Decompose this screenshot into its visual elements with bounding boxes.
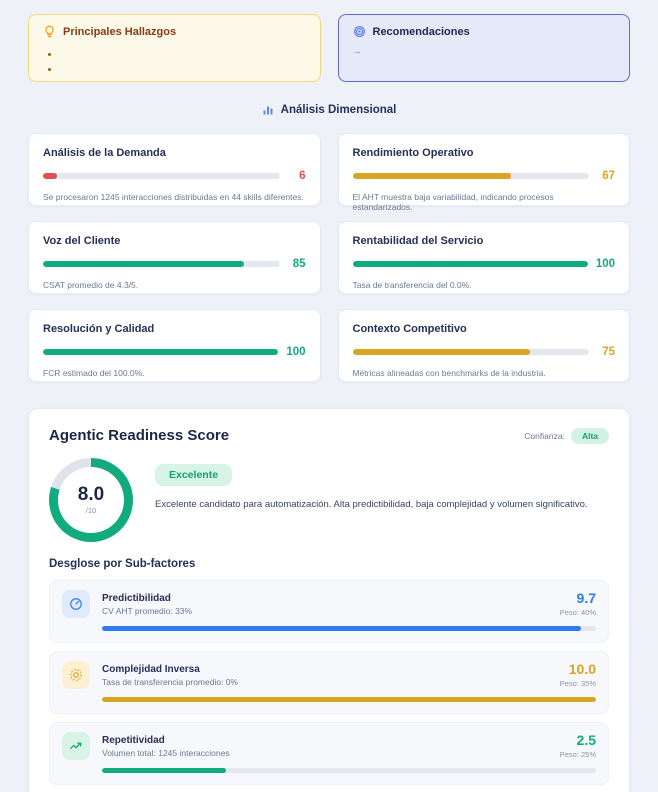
metric-score: 6 [299,170,306,182]
gauge-max: /10 [85,506,97,515]
findings-title: Principales Hallazgos [63,25,177,38]
subfactor-detail: Tasa de transferencia promedio: 0% [102,676,239,687]
metric-card-demanda: Análisis de la Demanda 6 Se procesaron 1… [28,133,321,206]
metric-description: Métricas alineadas con benchmarks de la … [352,368,546,378]
agentic-readiness-card: Agentic Readiness Score Confianza: Alta … [28,408,630,792]
subfactor-predictibilidad: Predictibilidad CV AHT promedio: 33% 9.7… [49,580,609,643]
subfactor-weight: Peso: 35% [559,679,596,688]
metric-score: 100 [286,346,306,358]
subfactor-progress-bar [102,697,596,702]
subfactor-weight: Peso: 25% [559,750,596,759]
confidence-badge: Alta [570,427,609,444]
subfactor-repetitividad: Repetitividad Volumen total: 1245 intera… [49,722,609,785]
subfactor-name: Repetitividad [102,734,165,746]
subfactor-detail: Volumen total: 1245 interacciones [102,747,230,758]
target-rings-icon [62,661,90,689]
metric-card-contexto: Contexto Competitivo 75 Métricas alinead… [337,309,630,382]
confidence-label: Confianza: [524,430,565,441]
trend-up-icon [62,732,90,760]
subfactor-value: 9.7 [576,590,596,606]
recommendations-title: Recomendaciones [372,25,470,38]
metric-title: Rentabilidad del Servicio [352,235,484,247]
finding-item [48,62,306,77]
subfactor-weight: Peso: 40% [559,608,596,617]
subfactors-title: Desglose por Sub-factores [49,558,196,570]
metric-title: Contexto Competitivo [352,323,467,335]
findings-card: Principales Hallazgos [28,14,321,82]
metric-description: El AHT muestra baja variabilidad, indica… [352,192,554,212]
gauge-icon [62,590,90,618]
bar-chart-icon [262,104,274,116]
subfactor-progress-bar [102,626,596,631]
dimensional-section-header: Análisis Dimensional [28,104,630,116]
subfactor-value: 10.0 [568,661,596,677]
dimensional-title: Análisis Dimensional [280,104,397,116]
target-icon [353,25,366,38]
progress-bar [352,261,588,267]
lightbulb-icon [43,25,56,38]
metric-card-resolucion: Resolución y Calidad 100 FCR estimado de… [28,309,321,382]
gauge-score: 8.0 [77,484,105,505]
metric-score: 85 [292,258,306,270]
agentic-title: Agentic Readiness Score [49,427,230,444]
progress-bar [43,173,280,179]
recommendations-card: Recomendaciones → [337,14,630,82]
recommendation-item: → [352,46,362,56]
progress-bar [352,173,589,179]
metric-description: FCR estimado del 100.0%. [43,368,145,378]
metric-card-rentabilidad: Rentabilidad del Servicio 100 Tasa de tr… [337,221,630,294]
metric-score: 67 [602,170,615,182]
subfactor-progress-bar [102,768,596,773]
finding-item [48,47,306,62]
metric-description: CSAT promedio de 4.3/5. [43,280,139,290]
subfactor-name: Complejidad Inversa [102,663,200,675]
metric-score: 75 [602,346,615,358]
metric-description: Tasa de transferencia del 0.0%. [352,280,472,290]
subfactor-detail: CV AHT promedio: 33% [102,605,193,616]
agentic-description: Excelente candidato para automatización.… [155,499,588,510]
progress-bar [352,349,589,355]
score-gauge: 8.0 /10 [49,458,133,542]
summary-row: Principales Hallazgos Recomendaciones → [28,14,630,82]
subfactor-name: Predictibilidad [102,592,171,604]
metric-title: Resolución y Calidad [43,323,155,335]
metric-title: Rendimiento Operativo [352,147,474,159]
progress-bar [43,261,280,267]
metric-title: Análisis de la Demanda [43,147,166,159]
metric-card-rendimiento: Rendimiento Operativo 67 El AHT muestra … [337,133,630,212]
metric-grid: Análisis de la Demanda 6 Se procesaron 1… [28,133,630,382]
metric-description: Se procesaron 1245 interacciones distrib… [43,192,304,202]
metric-card-voz-cliente: Voz del Cliente 85 CSAT promedio de 4.3/… [28,221,321,294]
metric-title: Voz del Cliente [43,235,121,247]
subfactor-value: 2.5 [576,732,596,748]
metric-score: 100 [595,258,615,270]
progress-bar [43,349,279,355]
grade-badge: Excelente [155,464,233,486]
subfactor-complejidad: Complejidad Inversa Tasa de transferenci… [49,651,609,714]
